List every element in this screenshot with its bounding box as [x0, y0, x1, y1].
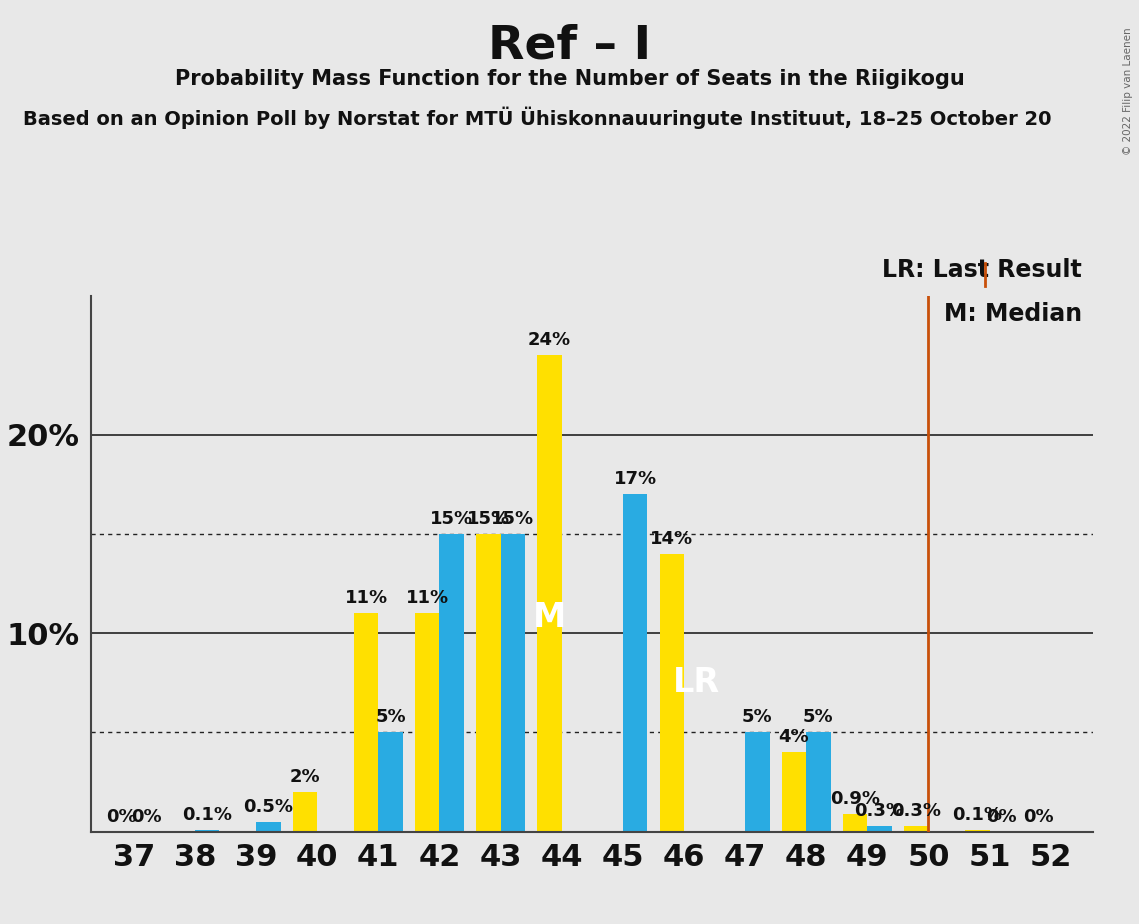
Text: 0%: 0%	[986, 808, 1017, 826]
Bar	[745, 733, 770, 832]
Text: © 2022 Filip van Laenen: © 2022 Filip van Laenen	[1123, 28, 1133, 155]
Bar	[806, 733, 830, 832]
Text: M: Median: M: Median	[944, 302, 1082, 326]
Text: 0.3%: 0.3%	[891, 802, 941, 820]
Text: 11%: 11%	[345, 590, 387, 607]
Bar	[378, 733, 403, 832]
Text: 4%: 4%	[779, 728, 810, 747]
Text: 0%: 0%	[131, 808, 162, 826]
Text: 11%: 11%	[405, 590, 449, 607]
Text: 17%: 17%	[614, 470, 656, 488]
Bar	[867, 826, 892, 832]
Text: 2%: 2%	[289, 768, 320, 786]
Text: 15%: 15%	[467, 510, 510, 528]
Bar	[843, 814, 867, 832]
Text: Probability Mass Function for the Number of Seats in the Riigikogu: Probability Mass Function for the Number…	[174, 69, 965, 90]
Bar	[538, 355, 562, 832]
Bar	[195, 830, 220, 832]
Text: 15%: 15%	[431, 510, 474, 528]
Text: 24%: 24%	[528, 332, 571, 349]
Text: 0.1%: 0.1%	[182, 806, 232, 823]
Text: 0.3%: 0.3%	[854, 802, 904, 820]
Text: Based on an Opinion Poll by Norstat for MTÜ Ühiskonnauuringute Instituut, 18–25 : Based on an Opinion Poll by Norstat for …	[23, 106, 1051, 128]
Bar	[415, 614, 440, 832]
Text: 0.1%: 0.1%	[952, 806, 1002, 823]
Bar	[476, 534, 501, 832]
Bar	[659, 553, 683, 832]
Text: 5%: 5%	[803, 709, 834, 726]
Bar	[904, 826, 928, 832]
Text: 0%: 0%	[1023, 808, 1054, 826]
Text: 5%: 5%	[741, 709, 772, 726]
Bar	[256, 821, 280, 832]
Text: 0%: 0%	[106, 808, 137, 826]
Text: 14%: 14%	[650, 529, 694, 548]
Text: 5%: 5%	[375, 709, 405, 726]
Bar	[623, 494, 647, 832]
Bar	[501, 534, 525, 832]
Text: LR: Last Result: LR: Last Result	[883, 258, 1082, 282]
Text: 0.5%: 0.5%	[244, 797, 294, 816]
Text: 15%: 15%	[491, 510, 534, 528]
Bar	[781, 752, 806, 832]
Bar	[354, 614, 378, 832]
Text: Ref – I: Ref – I	[487, 23, 652, 68]
Text: M: M	[533, 601, 566, 634]
Bar	[440, 534, 464, 832]
Bar	[965, 830, 990, 832]
Text: LR: LR	[673, 666, 720, 699]
Text: 0.9%: 0.9%	[830, 790, 880, 808]
Bar	[293, 792, 318, 832]
